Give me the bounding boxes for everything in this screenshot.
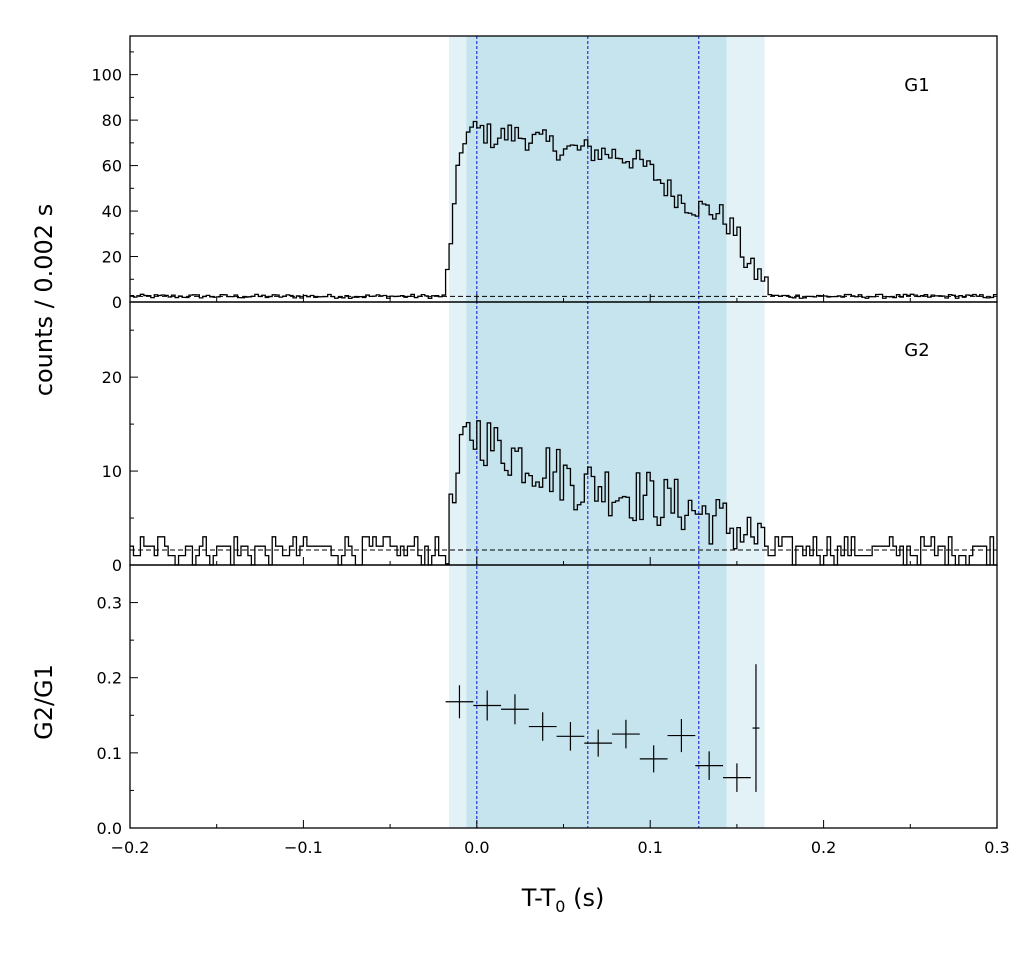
y-tick-label-g2-0: 0 — [112, 556, 122, 575]
y-axis-title-ratio: G2/G1 — [30, 664, 58, 740]
x-tick-label-0: −0.2 — [111, 838, 150, 857]
y-tick-label-g1-5: 100 — [91, 66, 122, 85]
y-axis-title-counts: counts / 0.002 s — [30, 204, 58, 396]
histogram-g2 — [130, 420, 997, 566]
x-axis-title-unit: (s) — [565, 884, 604, 912]
y-tick-label-ratio-1: 0.1 — [97, 744, 122, 763]
axes — [129, 35, 998, 829]
histograms — [130, 120, 997, 566]
x-tick-label-4: 0.2 — [811, 838, 836, 857]
y-tick-label-g2-2: 20 — [102, 368, 122, 387]
x-tick-label-3: 0.1 — [637, 838, 662, 857]
shaded-regions — [449, 36, 765, 828]
y-tick-label-g1-1: 20 — [102, 248, 122, 267]
x-tick-label-1: −0.1 — [284, 838, 323, 857]
y-tick-label-g1-3: 60 — [102, 157, 122, 176]
y-tick-label-ratio-2: 0.2 — [97, 669, 122, 688]
x-tick-label-2: 0.0 — [464, 838, 489, 857]
y-tick-label-g1-2: 40 — [102, 202, 122, 221]
y-tick-label-ratio-3: 0.3 — [97, 594, 122, 613]
x-axis-title-sub: 0 — [555, 897, 565, 916]
y-tick-label-ratio-0: 0.0 — [97, 819, 122, 838]
ratio-points — [445, 664, 760, 792]
x-axis-title-main: T-T — [521, 884, 556, 912]
x-tick-label-5: 0.3 — [984, 838, 1009, 857]
shaded-region-1 — [466, 36, 727, 828]
y-tick-label-g1-4: 80 — [102, 111, 122, 130]
panel-label-g1: G1 — [904, 75, 929, 96]
labels: 0 20 40 60 80 100 0 10 20 0.0 0.1 0.2 0.3 −0.2 −0.1 0.0… — [91, 66, 1009, 857]
panel-label-g2: G2 — [904, 340, 929, 361]
y-tick-label-g1-0: 0 — [112, 293, 122, 312]
x-axis-title: T-T0 (s) — [521, 884, 605, 916]
y-tick-label-g2-1: 10 — [102, 462, 122, 481]
